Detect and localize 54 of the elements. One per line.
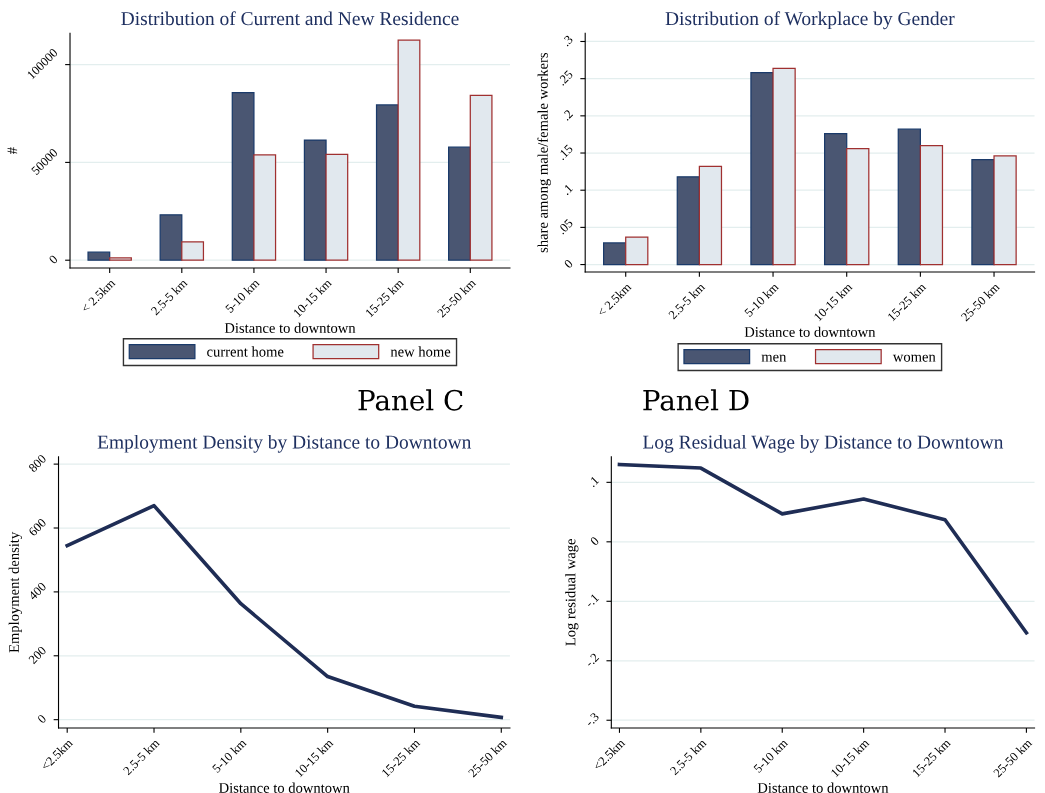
x-axis-title: Distance to downtown <box>744 326 876 337</box>
x-axis-title: Distance to downtown <box>757 782 889 793</box>
x-axis-title: Distance to downtown <box>224 322 356 333</box>
bar <box>602 242 627 266</box>
bar <box>750 72 774 266</box>
y-axis-title: share among male/female workers <box>537 52 551 253</box>
y-tick-label: .15 <box>557 144 574 161</box>
y-tick-label: .1 <box>561 183 574 196</box>
y-axis-title: # <box>7 147 18 155</box>
line-series <box>65 503 504 720</box>
y-tick-label: -.3 <box>584 712 600 727</box>
y-tick-label: -.2 <box>584 652 600 668</box>
bar <box>897 128 921 266</box>
x-tick-label: 5-10 km <box>224 277 261 314</box>
bar <box>231 91 255 261</box>
text: Panel D <box>643 389 749 411</box>
x-axis-title: Distance to downtown <box>219 782 350 793</box>
chart-title: Log Residual Wage by Distance to Downtown <box>643 434 1004 453</box>
x-tick-label: 5-10 km <box>743 281 780 318</box>
legend-label: men <box>761 354 787 362</box>
x-tick-label: 5-10 km <box>211 737 247 774</box>
line-series <box>617 462 1029 635</box>
y-tick-label: 0 <box>589 536 600 546</box>
legend-label: current home <box>207 346 284 357</box>
y-tick-label: 600 <box>28 517 47 537</box>
y-tick-label: .1 <box>587 475 600 488</box>
y-tick-label: 800 <box>28 454 47 473</box>
y-tick-label: 0 <box>563 258 574 269</box>
legend-label: women <box>892 354 936 362</box>
text: Panel C <box>358 389 463 411</box>
bar <box>823 133 848 266</box>
y-tick-label: -.1 <box>584 593 600 608</box>
x-tick-label: 5-10 km <box>753 737 789 774</box>
bar <box>448 146 471 261</box>
y-tick-label: .2 <box>561 109 574 121</box>
y-axis-title: Log residual wage <box>565 539 579 646</box>
legend-label: new home <box>390 346 451 357</box>
y-tick-label: 400 <box>27 581 47 601</box>
bar <box>676 176 701 266</box>
y-tick-label: .05 <box>557 218 574 235</box>
y-tick-label: 0 <box>48 254 59 265</box>
chart-title: Employment Density by Distance to Downtown <box>97 434 472 453</box>
chart-title: Distribution of Workplace by Gender <box>665 11 955 30</box>
bar <box>87 251 111 261</box>
chart-title: Distribution of Current and New Residence <box>121 11 459 26</box>
y-tick-label: 200 <box>28 645 47 665</box>
bar <box>375 104 399 261</box>
bar <box>159 214 183 261</box>
y-tick-label: .3 <box>561 34 574 47</box>
y-tick-label: .25 <box>557 69 574 86</box>
y-axis-title: Employment density <box>8 531 22 653</box>
y-tick-label: 0 <box>36 714 47 724</box>
bar <box>971 159 995 266</box>
bar <box>303 139 327 261</box>
